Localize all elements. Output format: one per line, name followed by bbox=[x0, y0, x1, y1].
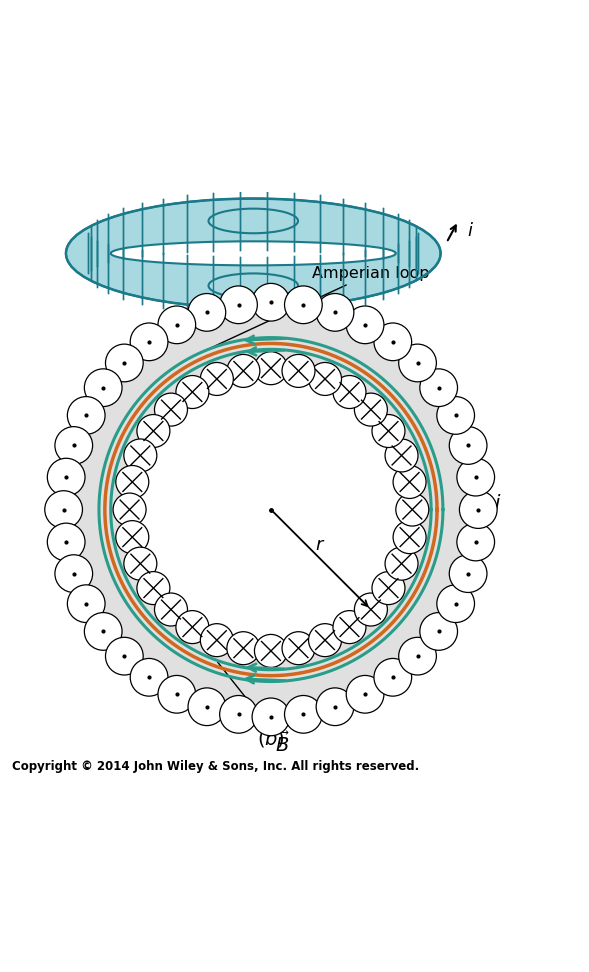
Circle shape bbox=[105, 344, 143, 382]
Circle shape bbox=[124, 547, 157, 580]
Circle shape bbox=[252, 284, 290, 321]
Circle shape bbox=[457, 523, 495, 561]
Circle shape bbox=[45, 491, 82, 529]
Circle shape bbox=[254, 352, 287, 385]
Circle shape bbox=[372, 414, 405, 447]
Circle shape bbox=[282, 632, 315, 665]
Circle shape bbox=[47, 458, 85, 496]
Circle shape bbox=[284, 696, 322, 733]
Circle shape bbox=[67, 397, 105, 434]
Circle shape bbox=[158, 306, 196, 344]
Circle shape bbox=[437, 585, 475, 622]
Circle shape bbox=[130, 658, 168, 696]
Circle shape bbox=[124, 439, 157, 472]
Circle shape bbox=[200, 624, 233, 657]
Circle shape bbox=[284, 286, 322, 324]
Text: $(a)$: $(a)$ bbox=[240, 287, 267, 308]
Circle shape bbox=[176, 375, 209, 408]
Circle shape bbox=[176, 610, 209, 643]
Circle shape bbox=[154, 593, 187, 626]
Circle shape bbox=[355, 393, 388, 426]
Circle shape bbox=[105, 638, 143, 675]
Circle shape bbox=[55, 555, 92, 593]
Circle shape bbox=[252, 698, 290, 736]
Circle shape bbox=[309, 363, 342, 396]
Circle shape bbox=[116, 521, 149, 554]
Circle shape bbox=[374, 658, 412, 696]
Circle shape bbox=[282, 355, 315, 388]
Circle shape bbox=[154, 393, 187, 426]
Circle shape bbox=[449, 555, 487, 593]
Circle shape bbox=[55, 294, 487, 725]
Text: Amperian loop: Amperian loop bbox=[198, 266, 429, 354]
Circle shape bbox=[459, 491, 497, 529]
Circle shape bbox=[227, 632, 260, 665]
Text: $r$: $r$ bbox=[315, 536, 326, 554]
Circle shape bbox=[220, 696, 257, 733]
Circle shape bbox=[138, 376, 404, 642]
Circle shape bbox=[333, 375, 366, 408]
Circle shape bbox=[420, 368, 458, 406]
Circle shape bbox=[220, 286, 257, 324]
Ellipse shape bbox=[209, 273, 298, 298]
Circle shape bbox=[385, 439, 418, 472]
Circle shape bbox=[158, 676, 196, 713]
Circle shape bbox=[47, 523, 85, 561]
Text: $i$: $i$ bbox=[467, 222, 474, 240]
Circle shape bbox=[457, 458, 495, 496]
Circle shape bbox=[316, 294, 354, 331]
Circle shape bbox=[309, 624, 342, 657]
Circle shape bbox=[333, 610, 366, 643]
Circle shape bbox=[399, 638, 436, 675]
Text: Copyright © 2014 John Wiley & Sons, Inc. All rights reserved.: Copyright © 2014 John Wiley & Sons, Inc.… bbox=[12, 760, 419, 774]
Circle shape bbox=[372, 572, 405, 605]
Circle shape bbox=[200, 363, 233, 396]
Ellipse shape bbox=[111, 241, 396, 265]
Circle shape bbox=[227, 355, 260, 388]
Circle shape bbox=[346, 676, 384, 713]
Ellipse shape bbox=[209, 209, 298, 233]
Circle shape bbox=[40, 279, 502, 741]
Ellipse shape bbox=[66, 198, 441, 308]
Circle shape bbox=[67, 585, 105, 622]
Circle shape bbox=[116, 466, 149, 499]
Circle shape bbox=[396, 493, 429, 526]
Circle shape bbox=[374, 323, 412, 361]
Text: $\vec{B}$: $\vec{B}$ bbox=[218, 662, 290, 756]
Circle shape bbox=[254, 635, 287, 668]
Circle shape bbox=[84, 368, 122, 406]
Circle shape bbox=[437, 397, 475, 434]
Circle shape bbox=[355, 593, 388, 626]
Circle shape bbox=[393, 521, 426, 554]
Circle shape bbox=[188, 688, 226, 725]
Circle shape bbox=[113, 493, 146, 526]
Circle shape bbox=[137, 572, 170, 605]
Circle shape bbox=[316, 688, 354, 725]
Circle shape bbox=[137, 414, 170, 447]
Text: $(b)$: $(b)$ bbox=[257, 728, 285, 748]
Circle shape bbox=[393, 466, 426, 499]
Text: $i$: $i$ bbox=[494, 494, 501, 513]
Circle shape bbox=[55, 427, 92, 465]
Circle shape bbox=[188, 294, 226, 331]
Circle shape bbox=[130, 323, 168, 361]
Circle shape bbox=[420, 612, 458, 650]
Circle shape bbox=[449, 427, 487, 465]
Circle shape bbox=[84, 612, 122, 650]
Circle shape bbox=[385, 547, 418, 580]
Circle shape bbox=[346, 306, 384, 344]
Circle shape bbox=[399, 344, 436, 382]
